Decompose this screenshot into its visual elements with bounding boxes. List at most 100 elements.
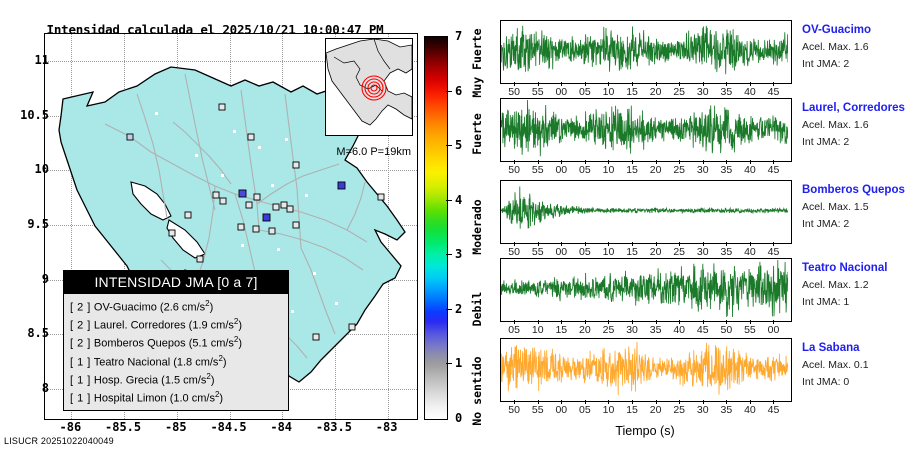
- legend-paren-close: ): [222, 356, 227, 369]
- intensity-colorbar[interactable]: 0 1 2 3 4 5 6 7 No sentido Debil Moderado Fuerte Muy…: [424, 29, 484, 425]
- seismogram-max-acceleration: Acel. Max. 1.5: [802, 201, 869, 213]
- legend-station-row: [ 2 ] Laurel. Corredores (1.9 cm/s2): [70, 315, 288, 333]
- time-tick-label: 30: [696, 86, 709, 98]
- time-tick-label: 45: [767, 164, 780, 176]
- time-tick: [514, 160, 516, 164]
- time-tick-label: 45: [696, 324, 709, 336]
- footer-watermark: LISUCR 20251022040049: [4, 436, 114, 446]
- time-tick-label: 50: [508, 164, 520, 176]
- time-tick-label: 10: [602, 246, 615, 258]
- seismogram-trace-panel[interactable]: [500, 20, 792, 84]
- colorbar-tick-label: 6: [455, 83, 463, 98]
- time-tick-label: 15: [626, 246, 638, 258]
- time-tick: [537, 320, 539, 324]
- map-gridline-vertical: [71, 34, 73, 419]
- region-inset-map[interactable]: [325, 38, 413, 136]
- seismogram-station-name[interactable]: OV-Guacimo: [802, 24, 872, 36]
- map-xtick-label: -83.5: [315, 420, 352, 434]
- seismogram-station-name[interactable]: Teatro Nacional: [802, 262, 888, 274]
- seismogram-trace-panel[interactable]: [500, 98, 792, 162]
- map-gridline-horizontal: [45, 61, 417, 63]
- time-tick: [702, 82, 704, 86]
- legend-intensity-value: [ 1 ]: [70, 374, 91, 387]
- map-xtick-label: -84.5: [210, 420, 247, 434]
- seismogram-jma-intensity: Int JMA: 1: [802, 296, 850, 308]
- seismogram-trace-panel[interactable]: [500, 258, 792, 322]
- seismogram-max-acceleration: Acel. Max. 1.6: [802, 41, 869, 53]
- map-ytick-label: 9.5: [27, 217, 49, 231]
- map-figure: Intensidad calculada el 2025/10/21_10:00…: [4, 22, 484, 446]
- waveform-svg: [501, 341, 788, 396]
- seismogram-jma-intensity: Int JMA: 2: [802, 58, 850, 70]
- time-tick: [702, 160, 704, 164]
- time-tick: [773, 320, 775, 324]
- costa-rica-landmass: [58, 66, 406, 383]
- legend-acceleration: (1.5 cm/s: [161, 374, 207, 387]
- time-tick: [561, 320, 563, 324]
- time-tick: [679, 242, 681, 246]
- time-tick: [632, 400, 634, 404]
- legend-unit-exponent: 2: [218, 353, 223, 363]
- map-ytick-label: 11: [34, 53, 49, 68]
- waveform-path: [501, 259, 788, 318]
- time-tick-label: 00: [555, 86, 568, 98]
- map-ytick-label: 9: [41, 271, 49, 286]
- seismogram-station-name[interactable]: Bomberos Quepos: [802, 184, 905, 196]
- legend-station-row: [ 2 ] OV-Guacimo (2.6 cm/s2): [70, 297, 288, 315]
- time-tick: [514, 400, 516, 404]
- time-tick: [679, 160, 681, 164]
- time-tick: [584, 400, 586, 404]
- colorbar-tick: [446, 199, 452, 201]
- time-tick: [584, 242, 586, 246]
- legend-station-row: [ 2 ] Bomberos Quepos (5.1 cm/s2): [70, 333, 288, 351]
- time-tick-label: 55: [744, 324, 756, 336]
- time-tick-label: 40: [673, 324, 686, 336]
- time-tick-label: 35: [720, 246, 733, 258]
- time-tick-label: 05: [579, 86, 591, 98]
- time-tick: [655, 320, 657, 324]
- magnitude-depth-label: M=6.0 P=19km: [336, 146, 411, 158]
- time-tick: [537, 82, 539, 86]
- seismogram-time-axis: 50 55 00 05 10 15 20 25 30 35 40 45: [500, 242, 790, 258]
- map-plot-area[interactable]: M=6.0 P=19km INTENSIDAD JMA [0 a 7] [ 2 …: [44, 33, 418, 420]
- time-tick-label: 30: [696, 246, 709, 258]
- time-tick: [726, 242, 728, 246]
- costa-rica-map-svg: [58, 66, 406, 383]
- seismogram-station-name[interactable]: La Sabana: [802, 342, 860, 354]
- legend-station-name: Laurel. Corredores: [90, 319, 189, 332]
- seismogram-trace-panel[interactable]: [500, 338, 792, 402]
- waveform-path: [501, 186, 788, 229]
- time-tick-label: 55: [531, 246, 544, 258]
- time-tick-label: 15: [555, 324, 568, 336]
- legend-unit-exponent: 2: [206, 371, 211, 381]
- time-tick-label: 35: [649, 324, 662, 336]
- time-tick: [632, 320, 634, 324]
- time-tick: [608, 160, 610, 164]
- legend-rows: [ 2 ] OV-Guacimo (2.6 cm/s2)[ 2 ] Laurel…: [64, 294, 288, 410]
- time-tick: [726, 320, 728, 324]
- time-tick-label: 45: [767, 86, 780, 98]
- time-tick: [773, 160, 775, 164]
- time-tick-label: 50: [508, 86, 520, 98]
- seismogram-station-name[interactable]: Laurel, Corredores: [802, 102, 905, 114]
- time-tick: [561, 400, 563, 404]
- time-tick: [679, 320, 681, 324]
- waveform-svg: [501, 259, 788, 318]
- time-tick: [632, 82, 634, 86]
- seismogram-time-axis: 05 10 15 20 25 30 35 40 45 50 55 00: [500, 320, 790, 336]
- time-tick-label: 40: [744, 404, 756, 416]
- legend-paren-close: ): [238, 319, 243, 332]
- time-tick-label: 55: [531, 404, 544, 416]
- map-xtick-label: -86: [59, 420, 82, 434]
- seismogram-max-acceleration: Acel. Max. 0.1: [802, 359, 869, 371]
- time-tick-label: 35: [720, 404, 733, 416]
- time-tick-label: 50: [508, 404, 520, 416]
- time-tick-label: 40: [744, 86, 756, 98]
- colorbar-tick-label: 1: [455, 356, 463, 371]
- seismogram-time-axis: 50 55 00 05 10 15 20 25 30 35 40 45: [500, 82, 790, 98]
- seismogram-trace-panel[interactable]: [500, 180, 792, 244]
- time-tick: [773, 400, 775, 404]
- legend-station-name: Hosp. Grecia: [90, 374, 162, 387]
- time-tick: [655, 242, 657, 246]
- seismogram-xaxis-label: Tiempo (s): [615, 424, 675, 438]
